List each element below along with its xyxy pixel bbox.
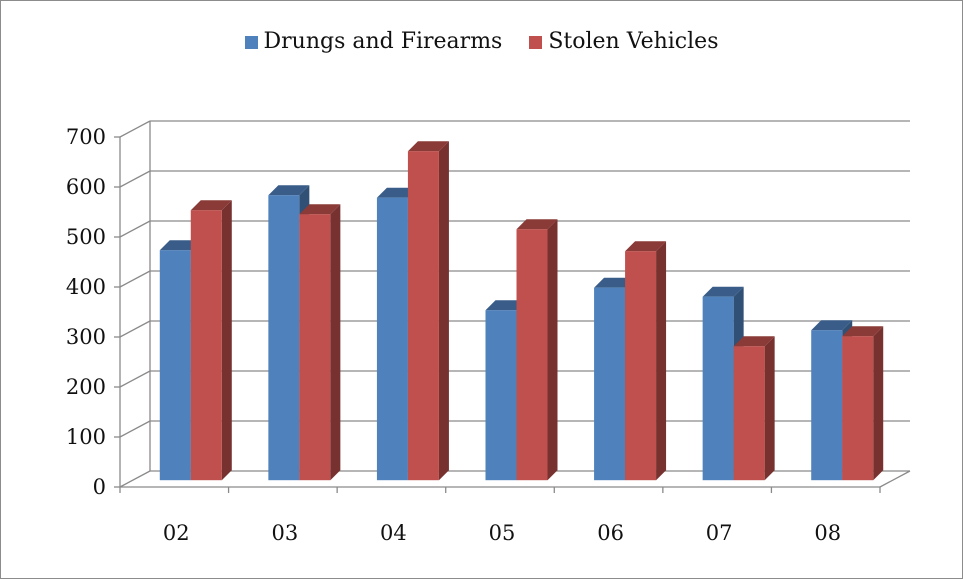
x-tick-label: 05 xyxy=(489,521,516,545)
bar-top xyxy=(485,300,527,311)
legend-item-drugs: Drungs and Firearms xyxy=(244,29,503,54)
bar-drugs-firearms xyxy=(811,330,843,481)
x-tick-label: 07 xyxy=(706,521,733,545)
y-tick-label: 700 xyxy=(66,125,106,149)
bar-drugs-firearms xyxy=(702,296,734,481)
bar-stolen-vehicles xyxy=(190,210,222,481)
legend-swatch-vehicles xyxy=(529,36,543,49)
gridline-side xyxy=(119,120,151,138)
x-tick-label: 06 xyxy=(597,521,624,545)
bar-side xyxy=(873,326,884,481)
bar-stolen-vehicles xyxy=(625,251,657,481)
bar-side xyxy=(764,336,775,481)
gridline-side xyxy=(119,220,151,238)
legend-label-vehicles: Stolen Vehicles xyxy=(548,29,719,54)
bar-top xyxy=(159,240,201,251)
bar-side xyxy=(330,204,341,481)
bar-stolen-vehicles xyxy=(516,229,548,481)
bar-side xyxy=(656,241,667,481)
bar-drugs-firearms xyxy=(268,195,300,481)
bar-top xyxy=(625,241,667,252)
gridline-side xyxy=(119,320,151,338)
legend-swatch-drugs xyxy=(244,36,258,49)
bar-top xyxy=(516,219,558,230)
y-tick-label: 0 xyxy=(93,475,106,499)
bar-stolen-vehicles xyxy=(407,151,439,481)
bar-top xyxy=(268,185,310,196)
y-tick-label: 600 xyxy=(66,175,106,199)
bar-drugs-firearms xyxy=(594,287,626,481)
legend-label-drugs: Drungs and Firearms xyxy=(263,29,503,54)
gridline-side xyxy=(119,420,151,438)
x-tick-label: 04 xyxy=(380,521,407,545)
bar-top xyxy=(407,141,449,152)
bar-drugs-firearms xyxy=(485,310,517,481)
bar-stolen-vehicles xyxy=(733,346,765,481)
bar-stolen-vehicles xyxy=(299,214,331,481)
bar-side xyxy=(438,141,449,481)
bar-top xyxy=(842,326,884,337)
legend-item-vehicles: Stolen Vehicles xyxy=(529,29,718,54)
bar-side xyxy=(221,200,232,481)
bar-top xyxy=(733,336,775,347)
bar-top xyxy=(702,286,744,297)
y-tick-label: 500 xyxy=(66,225,106,249)
bar-top xyxy=(299,204,341,215)
y-tick-label: 100 xyxy=(66,425,106,449)
gridline-side xyxy=(119,170,151,188)
bar-top xyxy=(376,187,418,198)
y-tick-label: 400 xyxy=(66,275,106,299)
gridline-side xyxy=(119,470,151,488)
x-tick-label: 03 xyxy=(271,521,298,545)
bar-top xyxy=(811,320,853,331)
y-tick-label: 200 xyxy=(66,375,106,399)
legend: Drungs and Firearms Stolen Vehicles xyxy=(1,29,962,54)
gridline-side xyxy=(119,370,151,388)
gridline-side xyxy=(119,270,151,288)
bar-top xyxy=(594,277,636,288)
bar-drugs-firearms xyxy=(376,197,408,481)
y-tick-label: 300 xyxy=(66,325,106,349)
bar-stolen-vehicles xyxy=(842,336,874,481)
bar-drugs-firearms xyxy=(159,250,191,481)
bar-side xyxy=(547,219,558,481)
bar-top xyxy=(190,200,232,211)
x-tick-label: 08 xyxy=(814,521,841,545)
x-tick-label: 02 xyxy=(163,521,190,545)
floor-right-edge xyxy=(879,470,911,488)
